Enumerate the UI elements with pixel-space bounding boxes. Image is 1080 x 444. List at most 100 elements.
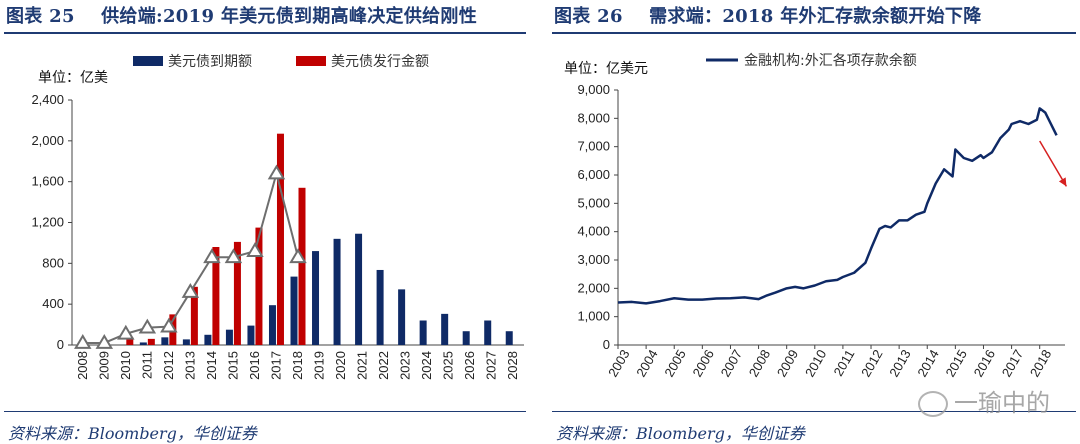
x-tick-label: 2007	[718, 347, 745, 380]
x-tick-label: 2016	[971, 347, 998, 380]
x-tick-label: 2009	[774, 347, 801, 380]
x-tick-label: 2008	[746, 347, 773, 380]
bar-issuance	[233, 241, 241, 345]
y-tick-label: 1,000	[577, 309, 610, 324]
bar-maturity	[376, 269, 384, 345]
bar-maturity	[441, 313, 449, 345]
x-tick-label: 2014	[914, 347, 941, 380]
title-divider	[4, 32, 526, 34]
y-tick-label: 1,600	[31, 174, 64, 189]
x-tick-label: 2010	[802, 347, 829, 380]
bar-issuance	[276, 133, 284, 345]
bar-maturity	[312, 251, 320, 345]
x-tick-label: 2022	[376, 351, 391, 380]
source-divider	[4, 411, 526, 412]
trend-arrow-shaft	[1039, 140, 1068, 187]
source-note: 资料来源：Bloomberg，华创证券	[556, 424, 805, 443]
x-tick-label: 2024	[419, 351, 434, 380]
trend-marker	[138, 318, 157, 334]
x-tick-label: 2020	[333, 351, 348, 380]
x-tick-label: 2012	[858, 347, 885, 380]
trend-line	[82, 169, 299, 344]
trend-marker	[181, 282, 200, 298]
watermark: 一瑜中的	[918, 383, 1050, 418]
x-tick-label: 2028	[505, 351, 520, 380]
chart-title: 供给端:2019 年美元债到期高峰决定供给刚性	[101, 6, 478, 27]
trend-marker	[203, 248, 221, 264]
trend-marker	[95, 333, 114, 349]
trend-marker	[224, 248, 243, 264]
legend-label-deposit: 金融机构:外汇各项存款余额	[744, 52, 917, 69]
bar-issuance	[190, 286, 198, 345]
x-tick-label: 2011	[139, 351, 154, 379]
x-tick-label: 2021	[355, 351, 370, 380]
x-tick-label: 2027	[484, 351, 499, 380]
bar-issuance	[255, 227, 263, 345]
y-tick-label: 2,000	[31, 133, 64, 148]
bar-issuance	[212, 247, 220, 345]
unit-label: 单位：亿美	[38, 70, 108, 86]
bar-issuance	[298, 187, 306, 345]
bar-maturity	[139, 342, 147, 345]
bar-maturity	[204, 334, 212, 345]
y-tick-label: 2,000	[577, 280, 610, 295]
bar-maturity	[505, 331, 513, 345]
chart-panel-left: 图表 25 供给端:2019 年美元债到期高峰决定供给刚性 单位：亿美 0 400 8…	[0, 0, 530, 444]
bar-maturity	[355, 233, 363, 345]
x-tick-label: 2013	[182, 351, 197, 380]
x-tick-label: 2018	[290, 351, 305, 380]
trend-marker	[289, 248, 307, 264]
bar-issuance	[126, 337, 134, 345]
y-tick-label: 0	[603, 337, 610, 352]
y-tick-label: 5,000	[577, 195, 610, 210]
trend-marker	[246, 242, 264, 257]
y-tick-label: 7,000	[577, 139, 610, 154]
trend-marker	[117, 324, 135, 340]
x-tick-label: 2018	[1027, 347, 1054, 380]
chart-title: 需求端：2018 年外汇存款余额开始下降	[649, 6, 982, 27]
bar-maturity	[268, 305, 276, 345]
y-tick-label: 1,200	[31, 215, 64, 230]
y-tick-label: 6,000	[577, 167, 610, 182]
wechat-icon	[918, 391, 948, 417]
bar-maturity	[225, 329, 233, 345]
figure-title-right: 图表 26 需求端：2018 年外汇存款余额开始下降	[554, 2, 982, 28]
y-tick-label: 8,000	[577, 110, 610, 125]
bar-maturity	[161, 337, 169, 345]
x-tick-label: 2011	[831, 347, 858, 379]
y-tick-label: 3,000	[577, 252, 610, 267]
x-tick-label: 2016	[247, 351, 262, 380]
y-tick-label: 400	[42, 296, 64, 311]
figure-label: 图表 25	[6, 6, 75, 27]
x-tick-label: 2009	[96, 351, 111, 380]
chart-panel-right: 图表 26 需求端：2018 年外汇存款余额开始下降 单位：亿美元 0 1,000 2…	[548, 0, 1080, 444]
trend-marker	[160, 317, 178, 333]
x-tick-label: 2014	[204, 351, 219, 380]
trend-marker	[74, 333, 92, 349]
x-tick-label: 2015	[225, 351, 240, 380]
source-divider	[552, 411, 1076, 412]
title-divider	[552, 32, 1076, 34]
y-tick-label: 0	[57, 337, 64, 352]
unit-label: 单位：亿美元	[564, 61, 648, 77]
y-tick-label: 4,000	[577, 224, 610, 239]
x-tick-label: 2019	[312, 351, 327, 380]
x-tick-label: 2013	[886, 347, 913, 380]
source-note: 资料来源：Bloomberg，华创证券	[8, 424, 257, 443]
legend-label-maturity: 美元债到期额	[168, 54, 252, 70]
x-tick-label: 2015	[943, 347, 970, 380]
x-tick-label: 2004	[633, 347, 660, 380]
y-tick-label: 9,000	[577, 82, 610, 97]
legend-label-issuance: 美元债发行金额	[331, 54, 429, 70]
x-tick-label: 2005	[661, 347, 688, 380]
bar-maturity	[398, 289, 406, 345]
x-tick-label: 2025	[441, 351, 456, 380]
bar-maturity	[462, 331, 470, 345]
x-tick-label: 2026	[462, 351, 477, 380]
x-tick-label: 2017	[999, 347, 1026, 380]
bar-maturity	[333, 238, 341, 345]
legend-swatch-maturity	[133, 56, 163, 66]
bar-maturity	[484, 320, 492, 345]
line-chart: 单位：亿美元 0 1,000 2,000 3,000 4,000 5,000 6,000 7,0…	[564, 52, 1068, 380]
bar-chart: 单位：亿美 0 400 800 1,200 1,600 2,000 2,400 2008 2009…	[31, 54, 524, 380]
